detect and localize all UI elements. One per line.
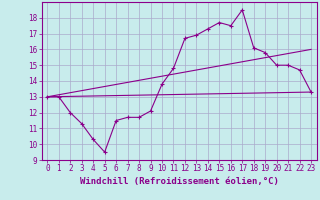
X-axis label: Windchill (Refroidissement éolien,°C): Windchill (Refroidissement éolien,°C): [80, 177, 279, 186]
